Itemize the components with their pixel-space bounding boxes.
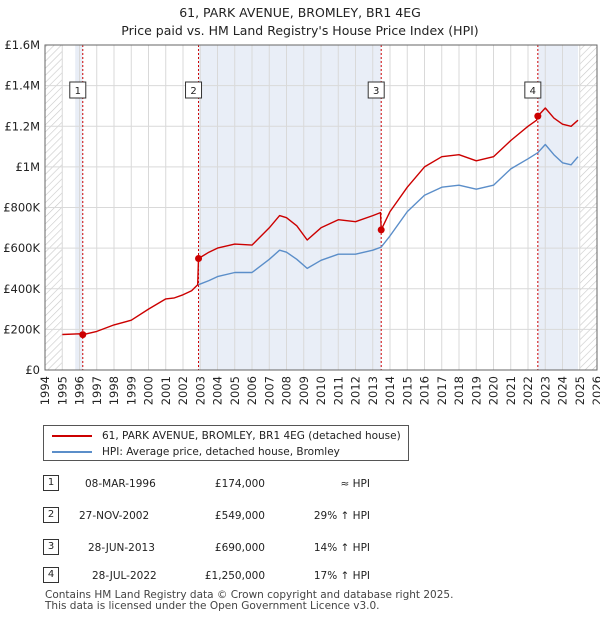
sale-hpi: 17% ↑ HPI: [313, 570, 370, 582]
legend-label-property: 61, PARK AVENUE, BROMLEY, BR1 4EG (detac…: [102, 430, 401, 442]
legend-label-hpi: HPI: Average price, detached house, Brom…: [102, 446, 340, 458]
legend-item-hpi: HPI: Average price, detached house, Brom…: [52, 444, 340, 460]
x-tick-label: 2012: [349, 376, 363, 405]
x-tick-label: 2005: [228, 376, 242, 405]
x-tick-label: 1998: [107, 376, 121, 405]
x-tick-label: 2019: [469, 376, 483, 405]
x-tick-label: 1997: [90, 376, 104, 405]
x-tick-label: 1996: [73, 376, 87, 405]
sale-hpi: ≈ HPI: [340, 478, 370, 490]
x-tick-label: 2004: [211, 376, 225, 405]
x-tick-label: 1995: [55, 376, 69, 405]
x-tick-label: 2016: [418, 376, 432, 405]
x-tick-label: 2001: [159, 376, 173, 405]
sale-price: £174,000: [214, 478, 265, 490]
sale-date: 28-JUN-2013: [88, 542, 155, 554]
sale-number: 2: [43, 507, 59, 523]
sale-row: 2 27-NOV-2002 £549,000 29% ↑ HPI: [0, 507, 600, 527]
x-tick-label: 2007: [262, 376, 276, 405]
x-tick-label: 2018: [452, 376, 466, 405]
x-tick-label: 2009: [297, 376, 311, 405]
x-tick-label: 1994: [38, 376, 52, 405]
sale-number: 4: [43, 567, 59, 583]
x-tick-label: 2020: [487, 376, 501, 405]
x-tick-label: 2015: [400, 376, 414, 405]
sale-point: [195, 254, 203, 262]
y-tick-label: £400K: [3, 282, 40, 296]
sale-row: 4 28-JUL-2022 £1,250,000 17% ↑ HPI: [0, 567, 600, 587]
y-tick-label: £200K: [3, 322, 40, 336]
sale-point: [377, 226, 385, 234]
x-tick-label: 2003: [193, 376, 207, 405]
x-tick-label: 2017: [435, 376, 449, 405]
sale-point: [79, 331, 87, 339]
y-tick-label: £1.4M: [4, 79, 40, 93]
y-tick-label: £1M: [15, 160, 40, 174]
y-tick-label: £0: [25, 363, 40, 377]
footer-note: Contains HM Land Registry data © Crown c…: [45, 590, 453, 612]
sale-marker-label: 1: [75, 86, 81, 97]
legend-item-property: 61, PARK AVENUE, BROMLEY, BR1 4EG (detac…: [52, 428, 401, 444]
hpi-line: [198, 143, 579, 286]
sale-number: 3: [43, 539, 59, 555]
property-line: [62, 107, 579, 336]
price-chart: 1 2 3 4 £0 £200K £400K £600K £800K £1M £1.2M £1.4M…: [3, 38, 600, 405]
sale-date: 27-NOV-2002: [79, 510, 150, 522]
x-tick-label: 2000: [142, 376, 156, 405]
x-tick-label: 2022: [521, 376, 535, 405]
footer-line-2: This data is licensed under the Open Gov…: [45, 600, 380, 612]
sale-marker-box: [185, 81, 203, 99]
y-tick-label: £800K: [3, 201, 40, 215]
sale-price: £1,250,000: [204, 570, 265, 582]
sale-point: [534, 112, 542, 120]
sale-date: 08-MAR-1996: [85, 478, 156, 490]
sale-hpi: 29% ↑ HPI: [313, 510, 370, 522]
x-tick-label: 2024: [556, 376, 570, 405]
sale-marker-box: [69, 81, 87, 99]
sale-price: £690,000: [214, 542, 265, 554]
x-tick-label: 2006: [245, 376, 259, 405]
footer-line-1: Contains HM Land Registry data © Crown c…: [45, 589, 454, 601]
x-tick-label: 1999: [124, 376, 138, 405]
x-tick-label: 2014: [383, 376, 397, 405]
sale-row: 1 08-MAR-1996 £174,000 ≈ HPI: [0, 475, 600, 495]
title-line-2: Price paid vs. HM Land Registry's House …: [121, 23, 479, 38]
y-tick-label: £1.2M: [4, 119, 40, 133]
legend-swatch-hpi: [52, 451, 92, 453]
x-tick-label: 2026: [590, 376, 600, 405]
chart-legend: 61, PARK AVENUE, BROMLEY, BR1 4EG (detac…: [43, 425, 409, 461]
y-tick-label: £1.6M: [4, 38, 40, 52]
title-line-1: 61, PARK AVENUE, BROMLEY, BR1 4EG: [179, 5, 421, 20]
sale-hpi: 14% ↑ HPI: [313, 542, 370, 554]
legend-swatch-property: [52, 435, 92, 437]
sale-marker-label: 3: [373, 86, 379, 97]
plot-frame: [44, 44, 598, 371]
sale-marker-box: [367, 81, 385, 99]
chart-title: 61, PARK AVENUE, BROMLEY, BR1 4EG Price …: [0, 4, 600, 40]
sale-marker-box: [524, 81, 542, 99]
x-tick-label: 2011: [331, 376, 345, 405]
x-tick-label: 2010: [314, 376, 328, 405]
sale-row: 3 28-JUN-2013 £690,000 14% ↑ HPI: [0, 539, 600, 559]
x-tick-label: 2013: [366, 376, 380, 405]
sale-date: 28-JUL-2022: [92, 570, 157, 582]
y-tick-label: £600K: [3, 241, 40, 255]
sale-marker-label: 2: [190, 86, 196, 97]
sale-number: 1: [43, 475, 59, 491]
x-tick-label: 2025: [573, 376, 587, 405]
x-tick-label: 2008: [280, 376, 294, 405]
x-tick-label: 2002: [176, 376, 190, 405]
sale-price: £549,000: [214, 510, 265, 522]
x-tick-label: 2021: [504, 376, 518, 405]
sale-marker-label: 4: [530, 86, 536, 97]
x-tick-label: 2023: [538, 376, 552, 405]
